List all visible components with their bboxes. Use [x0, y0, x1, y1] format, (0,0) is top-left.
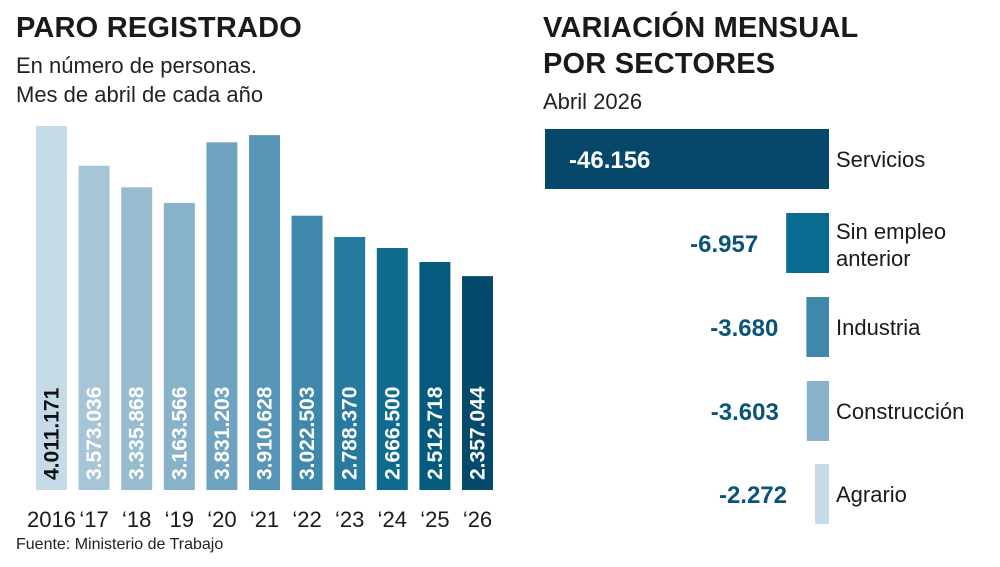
year-tick-label-10: ‘26 — [463, 507, 492, 532]
bar-value-label-2: 3.335.868 — [126, 386, 149, 480]
year-tick-label-3: ‘19 — [165, 507, 194, 532]
sector-category-label-4: Agrario — [836, 482, 907, 507]
bar-3 — [163, 202, 195, 491]
right-chart-title-line-2: POR SECTORES — [543, 48, 776, 80]
right-chart-subtitle: Abril 2026 — [543, 89, 643, 114]
horizontal-bar-chart: -46.156 Servicios -6.957 Sin empleoanterior… — [545, 129, 964, 524]
bar-value-label-3: 3.163.566 — [168, 387, 191, 480]
bar-9 — [419, 261, 451, 490]
bar-8 — [376, 248, 408, 490]
year-tick-label-8: ‘24 — [378, 507, 407, 532]
sector-bar-2 — [806, 297, 829, 357]
right-chart-title-line-1: VARIACIÓN MENSUAL — [543, 12, 859, 44]
bar-value-label-9: 2.512.718 — [424, 386, 447, 480]
sector-value-label-3: -3.603 — [711, 399, 779, 426]
sector-category-label-1-line-1: anterior — [836, 246, 911, 271]
sector-value-label-0: -46.156 — [569, 147, 650, 174]
sector-value-label-1: -6.957 — [690, 231, 758, 258]
year-tick-label-1: ‘17 — [79, 507, 108, 532]
left-chart-subtitle-line-1: En número de personas. — [16, 53, 257, 78]
bar-4 — [206, 142, 238, 490]
bar-value-label-7: 2.788.370 — [339, 387, 362, 480]
sector-bar-4 — [815, 464, 829, 524]
sector-value-label-2: -3.680 — [710, 315, 778, 342]
year-tick-label-9: ‘25 — [420, 507, 449, 532]
year-tick-label-6: ‘22 — [292, 507, 321, 532]
sector-bar-1 — [786, 213, 829, 273]
year-tick-label-7: ‘23 — [335, 507, 364, 532]
bar-value-label-5: 3.910.628 — [254, 386, 277, 480]
bar-value-label-10: 2.357.044 — [467, 386, 490, 480]
sector-category-label-3: Construcción — [836, 399, 964, 424]
bar-0 — [36, 126, 67, 490]
bar-5 — [249, 135, 280, 490]
bar-value-label-4: 3.831.203 — [211, 387, 234, 480]
sector-bar-0 — [545, 129, 829, 189]
bar-2 — [121, 187, 153, 490]
vertical-bar-chart: 4.011.171 2016 3.573.036 ‘17 3.335.868 ‘18 3.1… — [27, 126, 493, 532]
bar-value-label-8: 2.666.500 — [381, 387, 404, 480]
left-chart-subtitle-line-2: Mes de abril de cada año — [16, 82, 264, 107]
sector-category-label-0: Servicios — [836, 147, 925, 172]
bar-1 — [78, 165, 110, 490]
bar-value-label-6: 3.022.503 — [296, 387, 319, 480]
bar-10 — [462, 276, 493, 490]
year-tick-label-2: ‘18 — [122, 507, 151, 532]
bar-value-label-0: 4.011.171 — [41, 387, 64, 480]
sector-category-label-1-line-0: Sin empleo — [836, 219, 946, 244]
sector-bar-3 — [806, 381, 829, 441]
year-tick-label-5: ‘21 — [250, 507, 279, 532]
year-tick-label-4: ‘20 — [207, 507, 236, 532]
sector-value-label-4: -2.272 — [719, 482, 787, 509]
year-tick-label-0: 2016 — [27, 507, 76, 532]
bar-6 — [291, 215, 323, 490]
bar-value-label-1: 3.573.036 — [83, 387, 106, 480]
sector-category-label-2: Industria — [836, 315, 921, 340]
source-note: Fuente: Ministerio de Trabajo — [16, 536, 224, 553]
left-chart-title: PARO REGISTRADO — [16, 12, 303, 44]
bar-7 — [334, 236, 366, 490]
